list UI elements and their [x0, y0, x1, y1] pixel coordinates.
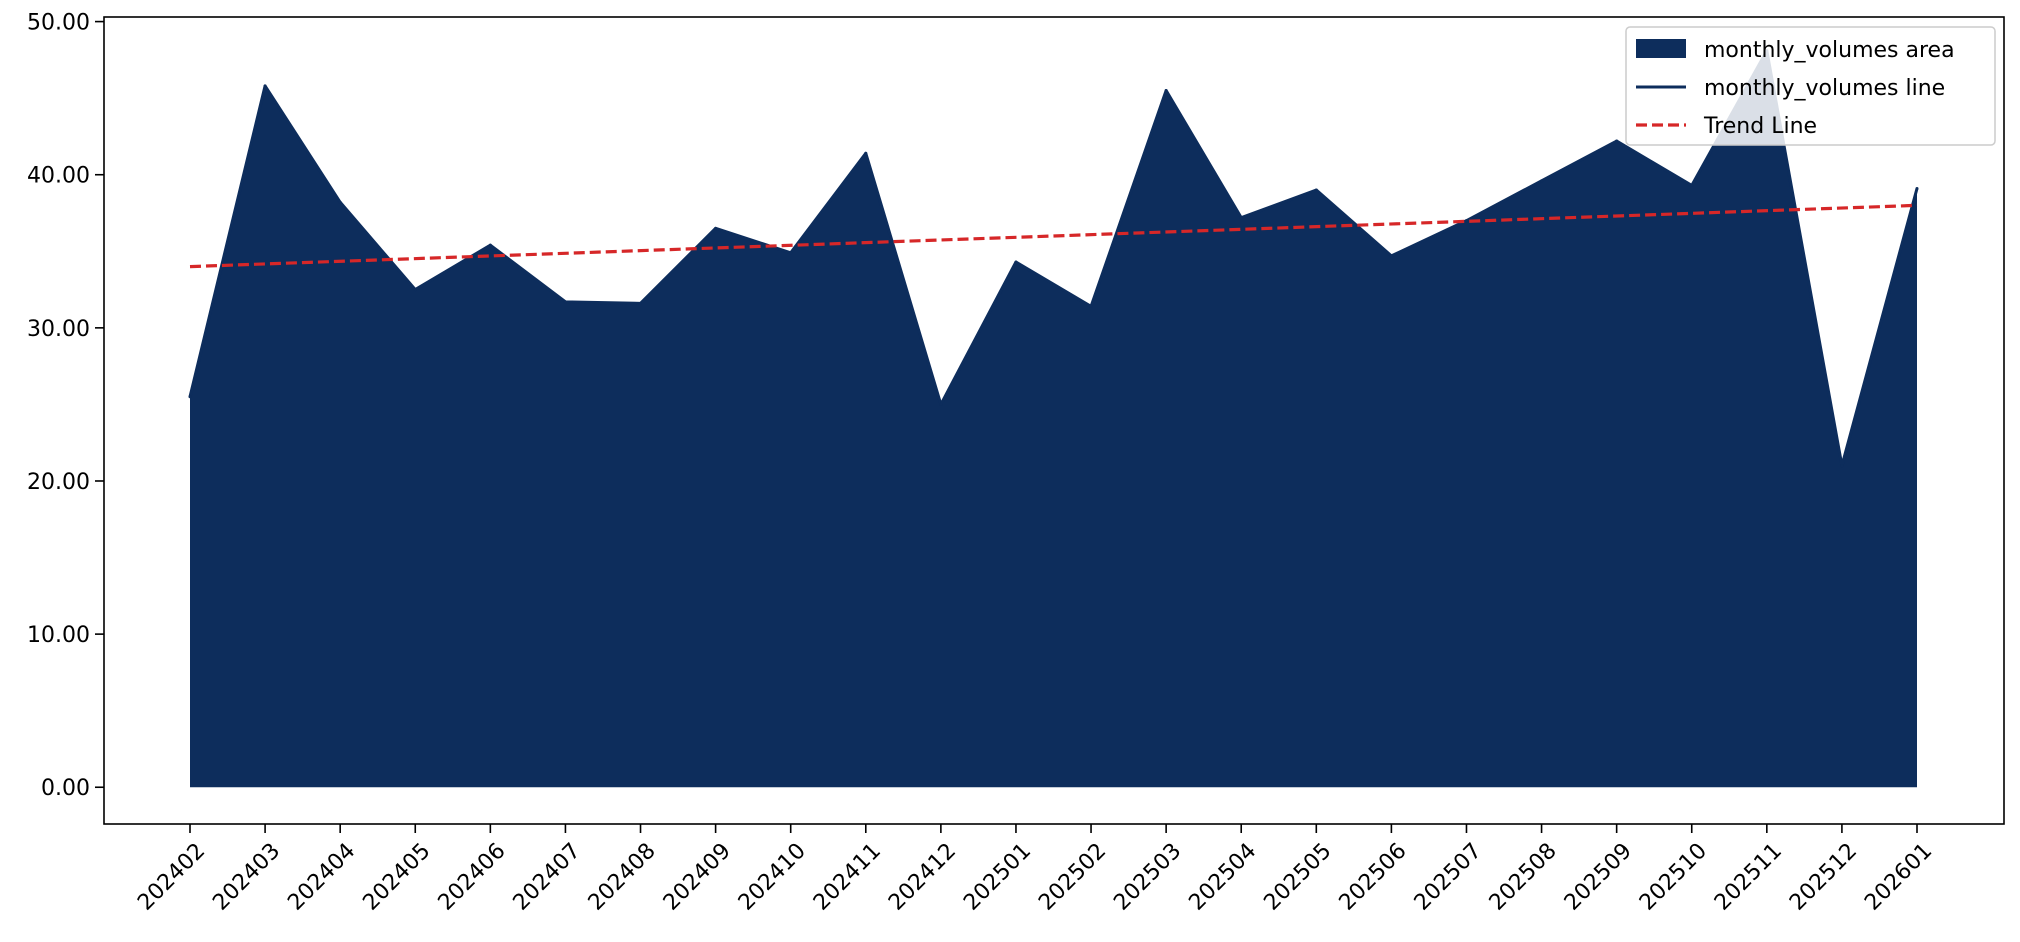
x-axis: 2024022024032024042024052024062024072024… — [133, 824, 1937, 916]
y-tick-label: 20.00 — [27, 470, 90, 495]
data-point — [1464, 219, 1468, 223]
data-point — [1314, 188, 1318, 192]
series-line — [188, 49, 1919, 468]
x-tick-label: 202507 — [1410, 839, 1487, 916]
legend-box — [1625, 26, 1996, 146]
y-tick-label: 10.00 — [27, 623, 90, 648]
x-tick-label: 202501 — [959, 839, 1036, 916]
legend-entry-label: monthly_volumes area — [1704, 38, 1955, 63]
legend-swatch-area — [1636, 39, 1686, 58]
x-tick-label: 202406 — [434, 839, 511, 916]
x-tick-label: 202402 — [133, 839, 210, 916]
x-tick-label: 202502 — [1034, 839, 1111, 916]
data-point — [338, 200, 342, 204]
data-point — [188, 395, 192, 399]
trend-line — [189, 203, 1918, 269]
x-tick-label: 202411 — [809, 839, 886, 916]
y-axis: 0.00 10.00 20.00 30.00 40.00 50.00 — [27, 11, 104, 801]
x-tick-label: 202509 — [1560, 839, 1637, 916]
legend: monthly_volumes area monthly_volumes line… — [1625, 26, 1996, 146]
data-point — [1840, 464, 1844, 468]
data-point — [1389, 254, 1393, 258]
x-tick-label: 202510 — [1635, 839, 1712, 916]
data-point — [1540, 179, 1544, 183]
x-tick-label: 202407 — [509, 839, 586, 916]
data-point — [1690, 183, 1694, 187]
data-point — [939, 402, 943, 406]
data-point — [413, 288, 417, 292]
legend-entry-label: monthly_volumes line — [1704, 76, 1945, 101]
x-tick-label: 202511 — [1710, 839, 1787, 916]
x-tick-label: 202403 — [208, 839, 285, 916]
data-point — [639, 301, 643, 305]
data-point — [1615, 139, 1619, 143]
y-tick-label: 0.00 — [41, 776, 90, 801]
y-tick-label: 50.00 — [27, 11, 90, 36]
x-tick-label: 202408 — [584, 839, 661, 916]
legend-entry-label: Trend Line — [1703, 114, 1817, 139]
data-point — [864, 151, 868, 155]
data-point — [714, 226, 718, 230]
data-point — [789, 251, 793, 255]
data-point — [563, 300, 567, 304]
y-tick-label: 40.00 — [27, 164, 90, 189]
series-area — [190, 50, 1917, 788]
x-tick-label: 202505 — [1259, 839, 1336, 916]
x-tick-label: 202410 — [734, 839, 811, 916]
x-tick-label: 202404 — [283, 839, 360, 916]
x-tick-label: 202504 — [1184, 839, 1261, 916]
x-tick-label: 202512 — [1785, 839, 1862, 916]
data-point — [1014, 260, 1018, 264]
data-point — [1089, 304, 1093, 308]
data-point — [1164, 89, 1168, 93]
y-tick-label: 30.00 — [27, 317, 90, 342]
x-tick-label: 202601 — [1860, 839, 1937, 916]
x-tick-label: 202506 — [1335, 839, 1412, 916]
data-point — [488, 243, 492, 247]
x-tick-label: 202409 — [659, 839, 736, 916]
plot-area — [188, 49, 1919, 788]
data-point — [1915, 187, 1919, 191]
data-point — [1239, 216, 1243, 220]
x-tick-label: 202508 — [1485, 839, 1562, 916]
x-tick-label: 202405 — [358, 839, 435, 916]
axes-frame — [103, 16, 2005, 825]
data-point — [263, 84, 267, 88]
x-tick-label: 202503 — [1109, 839, 1186, 916]
x-tick-label: 202412 — [884, 839, 961, 916]
